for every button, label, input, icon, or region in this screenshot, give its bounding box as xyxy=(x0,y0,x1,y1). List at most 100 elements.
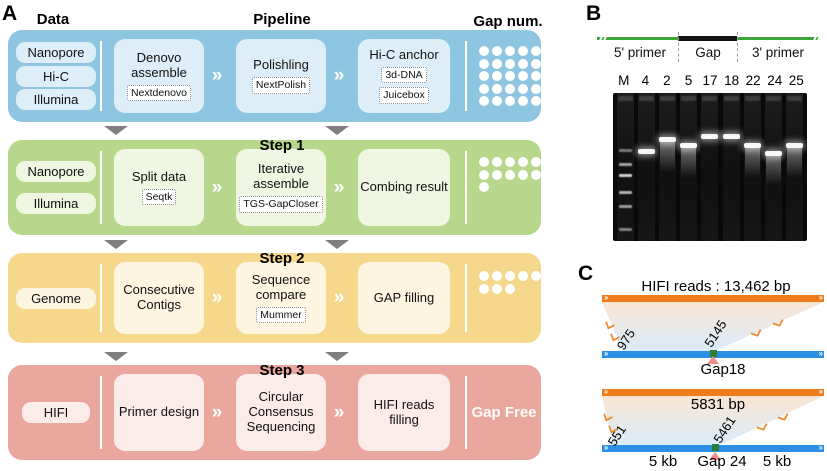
gap-dot xyxy=(518,157,528,167)
pcr-band xyxy=(722,134,740,140)
three-prime-primer-label: 3' primer xyxy=(751,45,805,60)
gap-dot xyxy=(518,271,528,281)
alignment-shade xyxy=(602,302,824,351)
bar-end-icon: ›› xyxy=(818,387,823,396)
input-box: Nanopore xyxy=(16,160,96,182)
gel-lane-label: 4 xyxy=(641,73,650,88)
gap-dots-grid xyxy=(479,271,541,294)
down-arrow-icon xyxy=(325,352,349,361)
divider xyxy=(465,376,467,449)
divider xyxy=(465,264,467,332)
step-box: Iterative assemble TGS-GapCloser xyxy=(236,149,326,226)
gap-dot xyxy=(505,71,515,81)
band-smear xyxy=(786,147,802,178)
input-box: Illumina xyxy=(16,193,96,215)
gel-well xyxy=(723,96,739,101)
step-title: Denovo assemble xyxy=(131,49,187,80)
gel-lane-label: 2 xyxy=(663,73,671,88)
gap-dot xyxy=(505,83,515,94)
gap-position-mark xyxy=(710,350,717,357)
gap-dot xyxy=(518,169,528,180)
gel-well xyxy=(681,96,697,101)
gel-lane-label: 24 xyxy=(767,73,783,88)
gel-lane xyxy=(764,93,782,241)
pcr-band xyxy=(743,143,761,149)
gap-dot xyxy=(479,71,489,81)
step-box: Denovo assemble Nextdenovo xyxy=(114,39,204,113)
ladder-band xyxy=(619,149,633,153)
tool-tag: TGS-GapCloser xyxy=(239,196,323,213)
gap-dot xyxy=(479,83,489,94)
flow-chevron-icon: » xyxy=(333,176,345,198)
gap-dot xyxy=(479,271,489,281)
boundary-guide xyxy=(737,32,738,62)
input-column: HIFI xyxy=(16,365,96,460)
gap-dot xyxy=(492,271,502,281)
scale-label: 5 kb xyxy=(648,453,678,470)
band-smear xyxy=(660,141,676,172)
gap-dot xyxy=(479,283,489,294)
step-label: Step 1 xyxy=(259,137,305,154)
gel-lane xyxy=(785,93,803,241)
step-title: Circular Consensus Sequencing xyxy=(246,389,316,434)
gel-lane-label: M xyxy=(618,73,630,88)
divider xyxy=(100,151,102,224)
step-title: Iterative assemble xyxy=(253,161,309,192)
pipeline-row-step2: Genome Consecutive Contigs » Sequence co… xyxy=(8,253,541,343)
five-prime-primer-label: 5' primer xyxy=(613,45,667,60)
hifi-read-title: HIFI reads : 13,462 bp xyxy=(641,278,791,295)
step-box: Combing result xyxy=(358,149,450,226)
flow-chevron-icon: » xyxy=(211,65,223,86)
step-box: Consecutive Contigs xyxy=(114,262,204,334)
ladder-band xyxy=(619,190,633,194)
gap-dots-grid xyxy=(479,157,541,192)
step-label: Step 3 xyxy=(259,362,305,379)
step-title: Split data xyxy=(131,168,187,184)
gel-lane-label: 17 xyxy=(702,73,718,88)
gel-lane xyxy=(722,93,740,241)
pcr-band xyxy=(785,143,803,149)
gel-lane xyxy=(680,93,698,241)
gap-dot xyxy=(531,157,541,167)
down-arrow-icon xyxy=(104,240,128,249)
pipeline-row-step1: Nanopore Illumina Split data Seqtk » Ite… xyxy=(8,140,541,235)
input-box: Genome xyxy=(16,287,96,309)
gap-dot xyxy=(505,271,515,281)
gel-well xyxy=(618,96,634,101)
gap-dot xyxy=(518,96,528,106)
gel-well xyxy=(765,96,781,101)
gel-lane-label: 5 xyxy=(684,73,693,88)
gel-lane xyxy=(701,93,719,241)
divider xyxy=(100,264,102,332)
step-box: Circular Consensus Sequencing xyxy=(236,374,326,451)
step-box: Hi-C anchor 3d-DNA Juicebox xyxy=(358,39,450,113)
gap-name-label: Gap18 xyxy=(700,361,746,378)
gel-lane-labels: M 4 2 5 17 18 22 24 25 xyxy=(613,73,807,88)
bar-end-icon: ›› xyxy=(818,293,823,302)
gel-well xyxy=(744,96,760,101)
gap-dot xyxy=(531,169,541,180)
gap-position-mark xyxy=(712,444,719,451)
hifi-read-bar: ›› ›› xyxy=(602,387,824,396)
gap-dots-grid xyxy=(479,46,541,106)
ladder-band xyxy=(619,174,633,178)
pipeline-row-step3: HIFI Primer design » Circular Consensus … xyxy=(8,365,541,460)
down-arrow-icon xyxy=(325,126,349,135)
flow-chevron-icon: » xyxy=(333,65,345,86)
tool-tag: Seqtk xyxy=(141,188,177,206)
pcr-band xyxy=(701,134,719,140)
gap-dot xyxy=(531,96,541,106)
tool-tag: NextPolish xyxy=(251,77,311,94)
pcr-band xyxy=(638,149,656,155)
bar-end-icon: ›› xyxy=(818,443,823,452)
gel-lane-label: 18 xyxy=(724,73,740,88)
column-header-data: Data xyxy=(36,11,70,28)
step-box: Sequence compare Mummer xyxy=(236,262,326,334)
step-title: Combing result xyxy=(360,179,448,195)
gap-dot xyxy=(492,169,502,180)
step-box: Polishling NextPolish xyxy=(236,39,326,113)
gap-dot xyxy=(479,96,489,106)
step-title: Primer design xyxy=(118,404,200,420)
hifi-read-bar: ›› ›› xyxy=(602,293,824,302)
gap-dot xyxy=(518,46,528,56)
